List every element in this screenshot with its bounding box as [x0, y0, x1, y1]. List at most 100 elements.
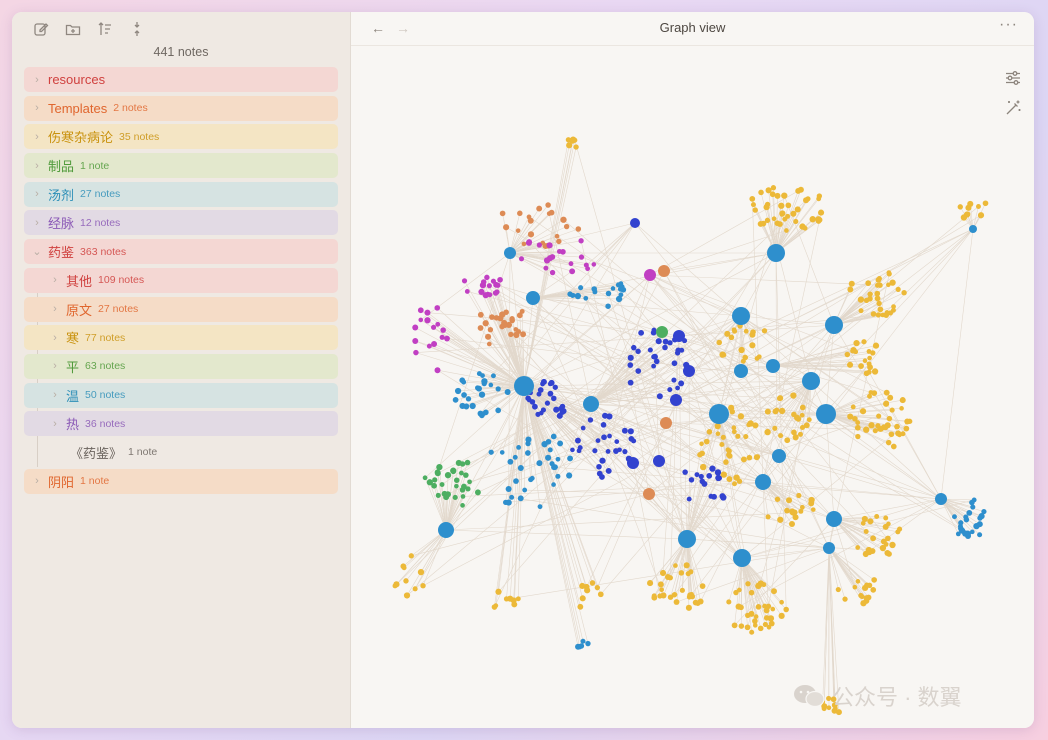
graph-note-node[interactable]	[657, 581, 664, 588]
graph-note-node[interactable]	[749, 342, 756, 349]
graph-note-node[interactable]	[731, 429, 737, 435]
graph-note-node[interactable]	[855, 433, 861, 440]
note-graph-canvas[interactable]	[351, 46, 1034, 728]
graph-note-node[interactable]	[463, 472, 469, 478]
graph-note-node[interactable]	[536, 205, 543, 212]
graph-note-node[interactable]	[525, 436, 532, 443]
graph-note-node[interactable]	[444, 471, 452, 479]
graph-note-node[interactable]	[854, 424, 861, 431]
graph-note-node[interactable]	[558, 405, 564, 412]
graph-note-node[interactable]	[536, 391, 542, 397]
graph-note-node[interactable]	[763, 204, 770, 211]
graph-note-node[interactable]	[749, 629, 755, 635]
graph-note-node[interactable]	[509, 316, 515, 322]
graph-note-node[interactable]	[970, 504, 976, 510]
graph-note-node[interactable]	[460, 503, 465, 508]
graph-note-node[interactable]	[497, 276, 503, 283]
graph-note-node[interactable]	[659, 587, 664, 593]
graph-note-node[interactable]	[524, 450, 531, 456]
graph-note-node[interactable]	[499, 450, 505, 455]
graph-note-node[interactable]	[499, 210, 506, 217]
graph-note-node[interactable]	[753, 614, 759, 619]
graph-note-node[interactable]	[774, 496, 781, 502]
graph-note-node[interactable]	[495, 386, 501, 392]
graph-note-node[interactable]	[565, 137, 571, 143]
graph-hub-node[interactable]	[826, 511, 842, 527]
graph-note-node[interactable]	[725, 447, 731, 453]
graph-note-node[interactable]	[547, 447, 553, 453]
graph-hub-node[interactable]	[583, 396, 599, 412]
graph-hub-node[interactable]	[526, 291, 540, 305]
graph-note-node[interactable]	[699, 463, 707, 471]
graph-hub-node[interactable]	[732, 307, 750, 325]
graph-note-node[interactable]	[981, 508, 987, 515]
graph-hub-node[interactable]	[673, 330, 685, 342]
graph-note-node[interactable]	[487, 292, 493, 298]
graph-note-node[interactable]	[474, 489, 481, 496]
graph-note-node[interactable]	[536, 460, 543, 467]
graph-note-node[interactable]	[454, 483, 459, 489]
graph-note-node[interactable]	[575, 226, 582, 232]
graph-note-node[interactable]	[876, 276, 882, 282]
graph-note-node[interactable]	[627, 428, 634, 435]
graph-note-node[interactable]	[563, 223, 570, 230]
graph-note-node[interactable]	[755, 454, 761, 460]
graph-note-node[interactable]	[876, 413, 882, 419]
graph-hub-node[interactable]	[678, 530, 696, 548]
graph-note-node[interactable]	[657, 593, 663, 599]
chevron-right-icon[interactable]: ›	[35, 475, 39, 488]
graph-note-node[interactable]	[863, 595, 870, 601]
graph-note-node[interactable]	[982, 200, 989, 207]
graph-note-node[interactable]	[400, 563, 407, 570]
graph-note-node[interactable]	[791, 411, 797, 418]
graph-note-node[interactable]	[957, 204, 963, 210]
graph-note-node[interactable]	[756, 354, 762, 360]
graph-note-node[interactable]	[567, 455, 573, 462]
graph-note-node[interactable]	[865, 280, 872, 287]
graph-note-node[interactable]	[866, 582, 873, 588]
graph-note-node[interactable]	[452, 397, 459, 403]
graph-note-node[interactable]	[783, 606, 789, 613]
graph-hub-node[interactable]	[627, 457, 639, 469]
graph-note-node[interactable]	[578, 643, 585, 649]
graph-hub-node[interactable]	[630, 218, 640, 228]
graph-note-node[interactable]	[436, 463, 443, 471]
graph-note-node[interactable]	[546, 242, 553, 249]
graph-note-node[interactable]	[779, 211, 785, 217]
graph-note-node[interactable]	[647, 347, 653, 353]
graph-note-node[interactable]	[721, 352, 727, 358]
graph-note-node[interactable]	[904, 418, 911, 425]
graph-note-node[interactable]	[601, 434, 607, 441]
tree-folder-item[interactable]: › Templates 2 notes	[24, 95, 338, 121]
graph-note-node[interactable]	[785, 213, 791, 219]
graph-note-node[interactable]	[738, 623, 745, 629]
graph-note-node[interactable]	[952, 514, 957, 520]
graph-note-node[interactable]	[871, 368, 879, 375]
graph-note-node[interactable]	[859, 594, 865, 600]
graph-note-node[interactable]	[767, 615, 775, 622]
graph-note-node[interactable]	[485, 333, 492, 340]
tree-note-item[interactable]: 《药鉴》 1 note	[24, 440, 338, 465]
chevron-right-icon[interactable]: ›	[53, 303, 57, 315]
graph-note-node[interactable]	[555, 473, 561, 479]
graph-note-node[interactable]	[493, 603, 499, 608]
graph-note-node[interactable]	[868, 422, 875, 429]
graph-note-node[interactable]	[505, 486, 512, 493]
graph-hub-node[interactable]	[823, 542, 835, 554]
new-folder-icon[interactable]	[64, 20, 82, 38]
graph-note-node[interactable]	[872, 342, 880, 349]
graph-note-node[interactable]	[770, 606, 776, 612]
graph-note-node[interactable]	[678, 570, 685, 576]
graph-note-node[interactable]	[847, 413, 854, 420]
graph-note-node[interactable]	[818, 209, 825, 216]
graph-note-node[interactable]	[464, 289, 470, 294]
graph-note-node[interactable]	[850, 404, 856, 410]
graph-note-node[interactable]	[958, 520, 964, 526]
graph-note-node[interactable]	[685, 571, 691, 577]
graph-note-node[interactable]	[755, 582, 762, 590]
graph-note-node[interactable]	[955, 531, 961, 537]
graph-note-node[interactable]	[719, 493, 726, 500]
graph-note-node[interactable]	[417, 307, 424, 314]
graph-note-node[interactable]	[569, 137, 576, 144]
graph-note-node[interactable]	[808, 500, 815, 507]
